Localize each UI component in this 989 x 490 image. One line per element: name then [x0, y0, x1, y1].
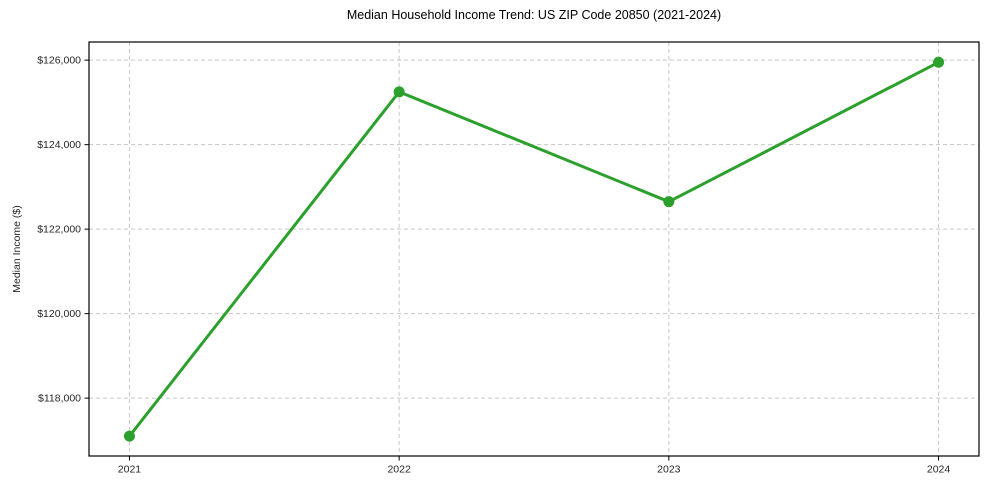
y-tick-label: $122,000 — [37, 224, 81, 236]
data-point-2024 — [933, 56, 945, 68]
x-tick-label: 2023 — [657, 464, 681, 476]
y-tick-label: $126,000 — [37, 55, 81, 67]
trend-line — [127, 60, 941, 438]
x-tick-label: 2021 — [118, 464, 142, 476]
x-tick-label: 2024 — [927, 464, 951, 476]
chart-title: Median Household Income Trend: US ZIP Co… — [346, 8, 722, 22]
data-point-2022 — [393, 86, 405, 98]
y-tick-label: $120,000 — [37, 308, 81, 320]
plot-border — [88, 41, 980, 457]
data-point-2021 — [123, 430, 135, 442]
y-tick-label: $124,000 — [37, 139, 81, 151]
x-tick-label: 2022 — [387, 464, 411, 476]
y-tick-label: $118,000 — [38, 393, 81, 405]
data-point-2023 — [663, 196, 675, 208]
